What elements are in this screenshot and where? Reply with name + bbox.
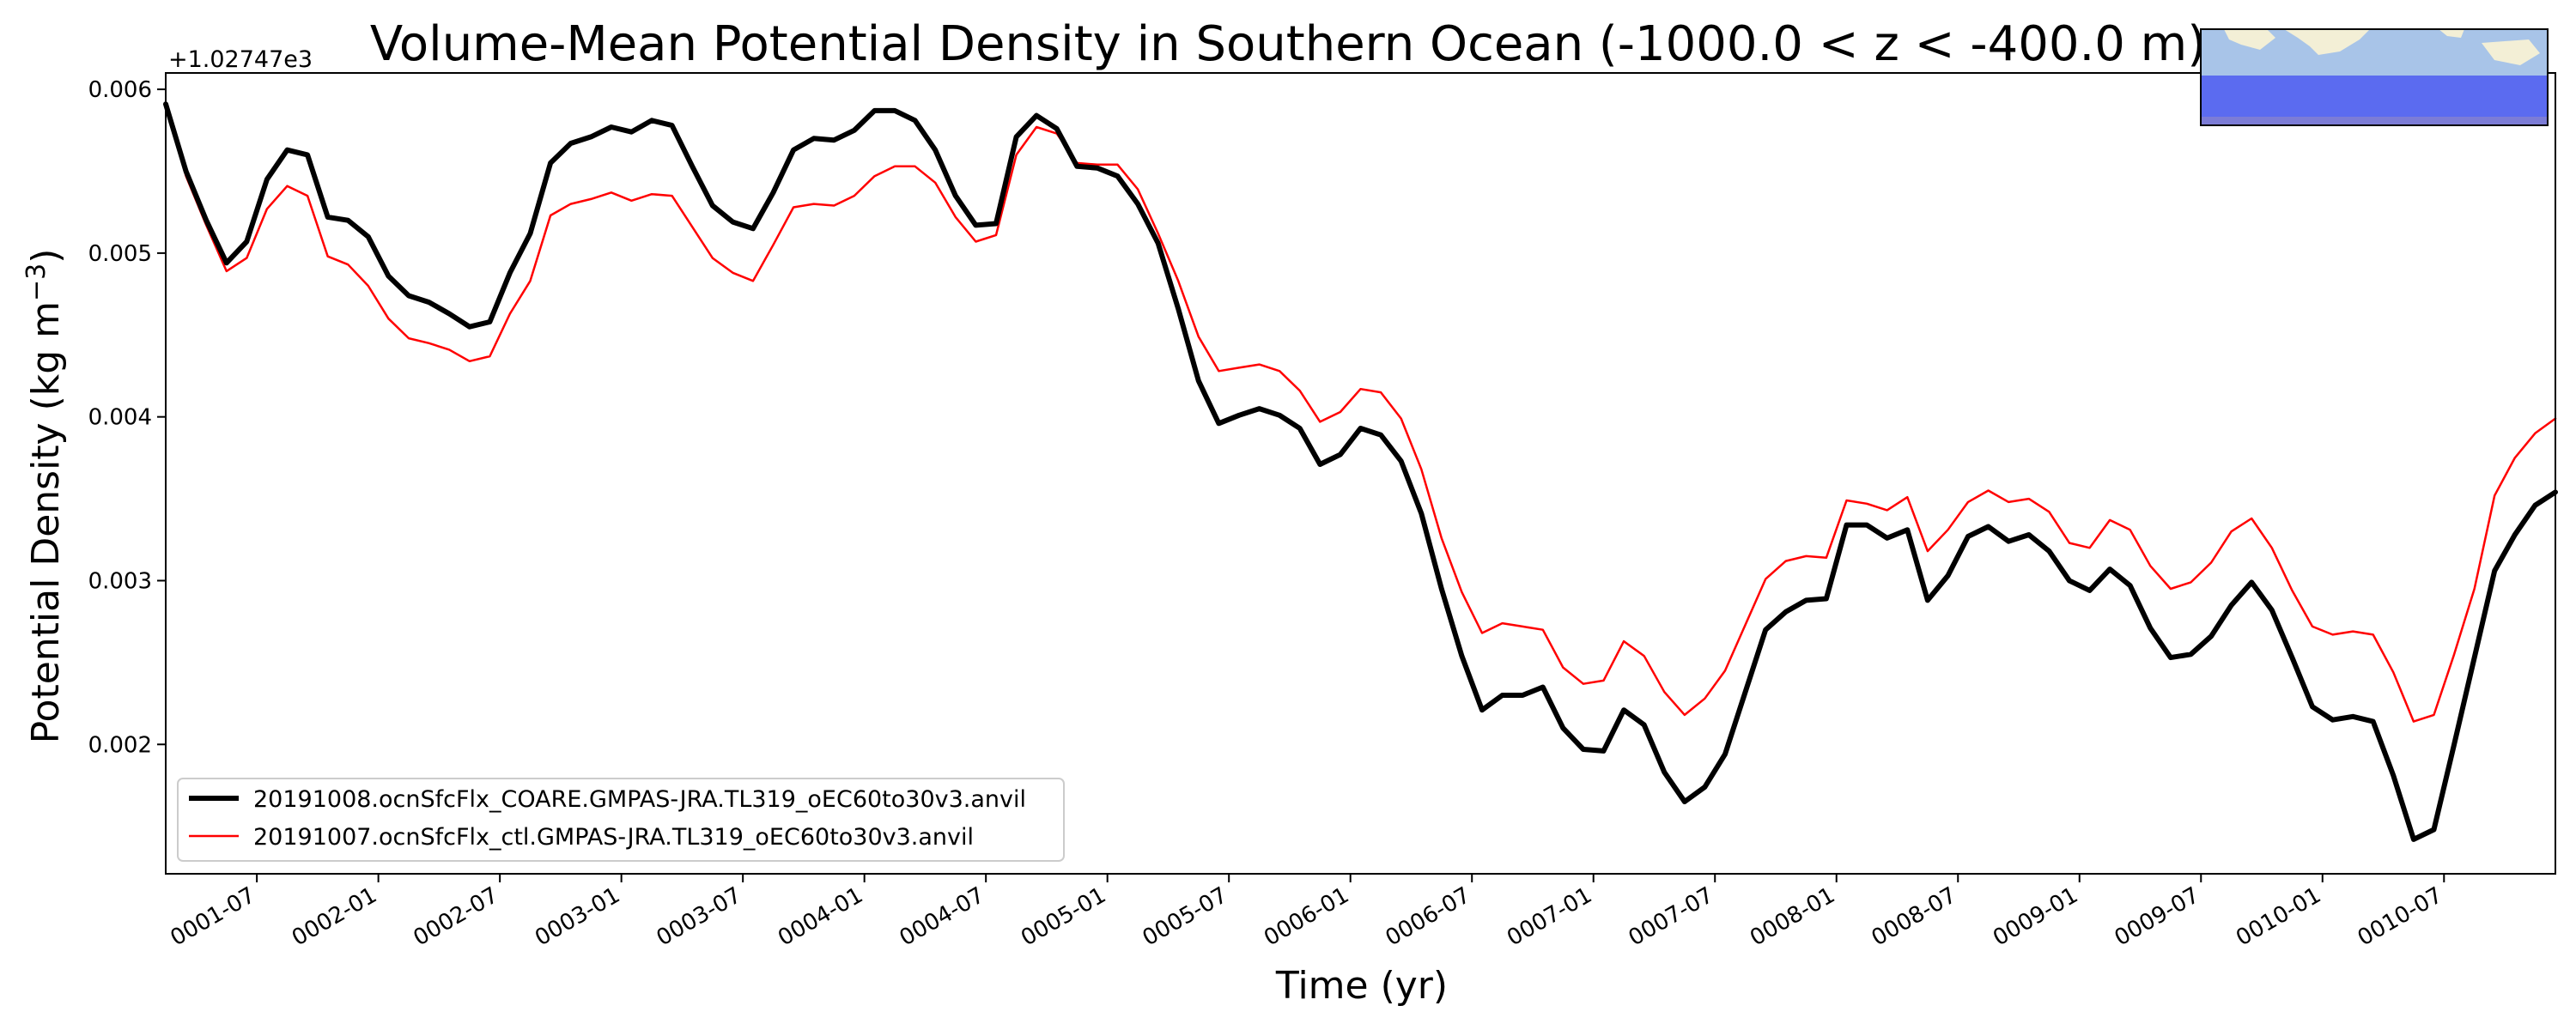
inset-map-land-australia	[2482, 39, 2540, 65]
chart-title: Volume-Mean Potential Density in Souther…	[370, 16, 2206, 72]
y-axis-ticks: 0.002 0.003 0.004 0.005 0.006	[88, 77, 166, 758]
series-line-ctl	[164, 104, 2557, 723]
series-lines	[163, 101, 2558, 842]
y-axis-label: Potential Density (kg m−3)	[21, 249, 68, 744]
legend-label-ctl: 20191007.ocnSfcFlx_ctl.GMPAS-JRA.TL319_o…	[253, 824, 974, 851]
y-axis-label-exponent: −3	[21, 264, 52, 301]
inset-map-land-africa	[2284, 29, 2370, 55]
inset-map-frame	[2200, 28, 2549, 126]
plot-frame	[165, 72, 2556, 875]
y-tick-label: 0.005	[88, 241, 152, 267]
legend: 20191008.ocnSfcFlx_COARE.GMPAS-JRA.TL319…	[177, 778, 1065, 862]
inset-map-land-south-america	[2224, 29, 2275, 50]
y-tick-label: 0.004	[88, 405, 152, 431]
series-line-coare	[163, 101, 2558, 842]
y-axis-label-main: Potential Density (kg m	[24, 301, 68, 743]
inset-map-land-asia	[2439, 29, 2464, 38]
x-axis-label: Time (yr)	[1275, 964, 1448, 1008]
inset-map-antarctica	[2201, 117, 2548, 125]
y-tick-label: 0.006	[88, 77, 152, 103]
y-offset-label: +1.02747e3	[168, 46, 313, 73]
legend-box	[177, 778, 1065, 862]
y-tick-label: 0.003	[88, 568, 152, 594]
y-tick-label: 0.002	[88, 732, 152, 758]
inset-map	[2200, 28, 2549, 126]
y-axis-label-end: )	[24, 249, 68, 264]
legend-label-coare: 20191008.ocnSfcFlx_COARE.GMPAS-JRA.TL319…	[253, 786, 1026, 813]
